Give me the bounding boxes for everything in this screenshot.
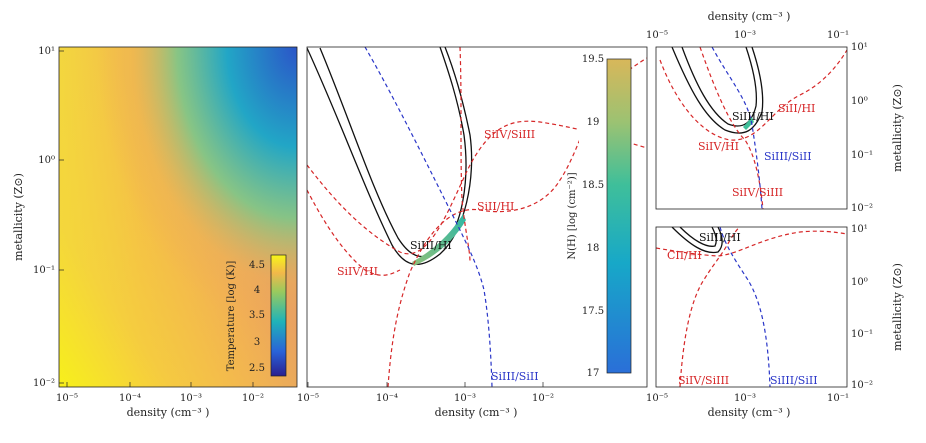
p2-label-siiv-siiii: SiIV/SiIII	[484, 128, 535, 141]
p2-label-siii-hi: SiII/HI	[477, 200, 514, 213]
p2-label-siiii-siii: SiIII/SiII	[491, 370, 539, 383]
contour-outer	[307, 47, 473, 266]
temp-cb-tick-2: 4	[254, 285, 260, 296]
p3-label-siii-hi: SiII/HI	[778, 102, 815, 115]
curve-siiv-hi	[307, 120, 647, 255]
p1-xlabel: density (cm⁻³ )	[127, 406, 210, 419]
p2-xtick-1: 10⁻⁵	[297, 393, 319, 404]
nh-cb-tick-2: 19	[587, 117, 600, 128]
curve-siiv-hi-lower	[307, 189, 401, 276]
p3-label-siiv-hi: SiIV/HI	[698, 140, 739, 153]
p4-label-siiii-hi: SiIII/HI	[699, 231, 741, 244]
p2-xtick-2: 10⁻⁴	[376, 393, 398, 404]
p3-solution-band	[743, 117, 754, 130]
temp-cb-tick-5: 2.5	[249, 363, 265, 374]
p2-label-siiv-hi: SiIV/HI	[337, 265, 378, 278]
p3-label-siiv-siiii: SiIV/SiIII	[732, 186, 783, 199]
p4-xtick-1: 10⁻⁵	[646, 393, 668, 404]
p4-contour-inner	[679, 227, 717, 247]
p1-ytick-1: 10¹	[38, 46, 55, 57]
temp-cb-tick-3: 3.5	[249, 310, 265, 321]
p2-label-siiii-hi: SiIII/HI	[410, 239, 452, 252]
p4-contour-outer	[671, 227, 723, 254]
p2-xtick-3: 10⁻³	[454, 393, 476, 404]
p1-xtick-1: 10⁻⁵	[56, 393, 78, 404]
panel-bottom-right: 10⁻⁵ 10⁻³ 10⁻¹ density (cm⁻³ ) 10¹ 10⁰ 1…	[646, 224, 904, 419]
p2-xlabel: density (cm⁻³ )	[435, 406, 518, 419]
panel-temperature-map: 10⁻⁵ 10⁻⁴ 10⁻³ 10⁻² 10¹ 10⁰ 10⁻¹ 10⁻² de…	[12, 46, 298, 419]
p1-ytick-4: 10⁻²	[33, 378, 55, 389]
p3-ytick-3: 10⁻¹	[851, 150, 873, 161]
p4-label-siiii-siii: SiIII/SiII	[770, 374, 818, 387]
p3-ytick-4: 10⁻²	[851, 203, 873, 214]
nh-cb-tick-4: 18	[587, 243, 600, 254]
p3-contour-outer	[671, 47, 764, 134]
p1-xtick-4: 10⁻²	[242, 393, 264, 404]
heatmap-cool-region	[59, 47, 297, 387]
p2-xtick-4: 10⁻²	[532, 393, 554, 404]
p4-xtick-3: 10⁻¹	[827, 393, 849, 404]
p3-curve-siiii-siii	[711, 47, 763, 209]
p3-ytick-1: 10¹	[851, 42, 868, 53]
panel-top-right: 10⁻⁵ 10⁻³ 10⁻¹ density (cm⁻³ ) 10¹ 10⁰ 1…	[646, 10, 904, 214]
p4-label-siiv-siiii: SiIV/SiIII	[678, 374, 729, 387]
nh-cb-tick-3: 18.5	[582, 180, 604, 191]
nh-cb-tick-6: 17	[587, 368, 600, 379]
p4-xtick-2: 10⁻³	[734, 393, 756, 404]
p3-label-siiii-hi: SiIII/HI	[732, 110, 774, 123]
nh-cb-tick-1: 19.5	[582, 54, 604, 65]
p1-xtick-2: 10⁻⁴	[119, 393, 141, 404]
p4-ytick-1: 10¹	[851, 224, 868, 235]
nh-colorbar	[606, 58, 632, 374]
temp-cb-tick-4: 3	[254, 337, 260, 348]
p4-ytick-4: 10⁻²	[851, 380, 873, 391]
p4-curve-siiv-siiii	[679, 227, 741, 387]
panel-nh-contours: 10⁻⁵ 10⁻⁴ 10⁻³ 10⁻² density (cm⁻³ ) SiIV…	[297, 46, 648, 419]
p3-xlabel: density (cm⁻³ )	[708, 10, 791, 23]
p4-label-cii-hi: CII/HI	[667, 249, 702, 262]
p1-ylabel: metallicity (Z⊙)	[12, 173, 25, 261]
p3-label-siiii-siii: SiIII/SiII	[764, 150, 812, 163]
p3-ytick-2: 10⁰	[851, 96, 868, 107]
panel2-frame	[306, 46, 648, 388]
p3-xtick-3: 10⁻¹	[827, 30, 849, 41]
p1-xtick-3: 10⁻³	[180, 393, 202, 404]
p3-contour-inner	[681, 47, 758, 127]
panel4-frame	[655, 226, 848, 388]
p4-ytick-2: 10⁰	[851, 277, 868, 288]
nh-solution-band	[412, 214, 466, 266]
p3-ylabel: metallicity (Z⊙)	[891, 84, 904, 172]
p3-xtick-1: 10⁻⁵	[646, 30, 668, 41]
p3-curve-siii-hi	[659, 49, 847, 141]
p1-ytick-2: 10⁰	[38, 155, 55, 166]
temp-cb-tick-1: 4.5	[249, 260, 265, 271]
p4-ytick-3: 10⁻¹	[851, 329, 873, 340]
panel3-frame	[655, 46, 848, 210]
p1-ytick-3: 10⁻¹	[33, 265, 55, 276]
temperature-colorbar	[270, 254, 287, 377]
panel1-frame	[58, 46, 298, 388]
nh-cb-tick-5: 17.5	[582, 306, 604, 317]
p4-ylabel: metallicity (Z⊙)	[891, 263, 904, 351]
p4-xlabel: density (cm⁻³ )	[708, 406, 791, 419]
p4-curve-siiii-siii	[719, 227, 771, 387]
nh-cb-label: N(H) [log (cm⁻²)]	[567, 172, 578, 259]
p3-xtick-2: 10⁻³	[734, 30, 756, 41]
p3-curve-siiv-siiii	[699, 47, 764, 209]
curve-siiv-siiii	[459, 47, 471, 263]
temp-cb-label: Temperature [log (K)]	[226, 261, 237, 372]
p4-curve-cii-hi	[656, 230, 847, 257]
